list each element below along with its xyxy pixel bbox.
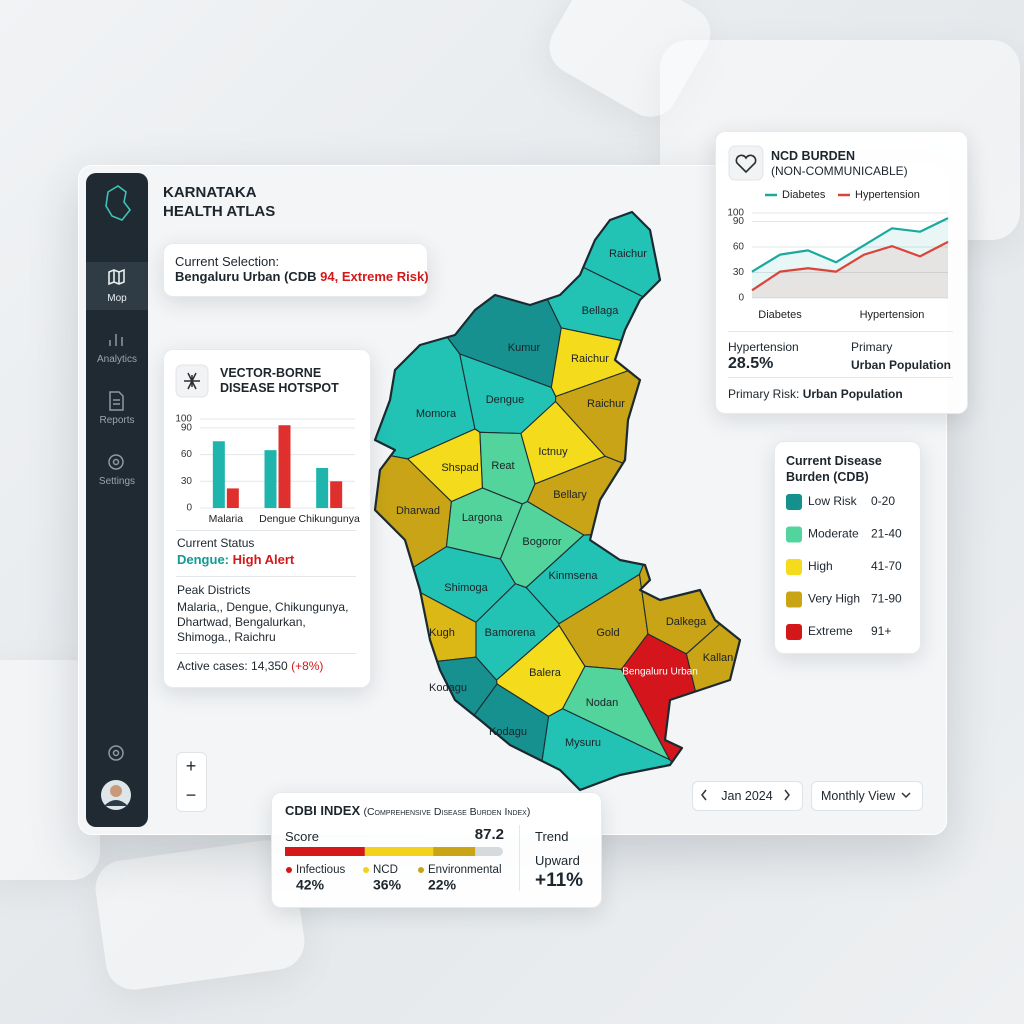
- selection-risk: 94, Extreme Risk): [320, 269, 429, 284]
- divider: [176, 576, 356, 577]
- stat-value: 28.5%: [728, 355, 774, 372]
- district-label: Shspad: [441, 462, 478, 474]
- district-label: Bengaluru Urban: [622, 667, 698, 678]
- status-disease: Dengue:: [177, 552, 229, 567]
- divider: [176, 530, 356, 531]
- nav-map[interactable]: Mop: [107, 293, 127, 304]
- district-label: Mysuru: [565, 737, 601, 749]
- trend-value: Upward: [535, 853, 580, 868]
- divider: [728, 377, 953, 378]
- district-label: Kumur: [508, 342, 541, 354]
- nav-analytics[interactable]: Analytics: [96, 354, 137, 365]
- zoom-control: [176, 752, 207, 812]
- district-label: Bamorena: [485, 627, 537, 639]
- district-label: Raichur: [571, 353, 609, 365]
- status-value: Dengue: High Alert: [177, 552, 294, 567]
- district-label: Gold: [596, 627, 619, 639]
- state-outline: [373, 210, 742, 792]
- trend-label: Trend: [535, 829, 569, 844]
- district: [638, 463, 740, 655]
- trend-change: +11%: [535, 870, 584, 891]
- vector-title: VECTOR-BORNE DISEASE HOTSPOT: [220, 366, 339, 395]
- zoom-in[interactable]: +: [185, 756, 197, 776]
- status-level: High Alert: [232, 552, 295, 567]
- score-label: Score: [285, 829, 319, 844]
- primary-label: Primary: [851, 340, 893, 354]
- legend-title: Current Disease Burden (CDB): [786, 454, 882, 484]
- district-label: Kodagu: [429, 682, 467, 694]
- vector-panel: [163, 349, 371, 688]
- district-label: Ictnuy: [538, 446, 568, 458]
- app-title: KARNATAKA: [163, 184, 257, 201]
- selection-panel: [163, 243, 428, 297]
- cdbi-subtitle: (Comprehensive Disease Burden Index): [363, 806, 531, 818]
- legend-panel: [774, 441, 921, 654]
- divider: [519, 825, 520, 891]
- district-label: Bellaga: [582, 305, 620, 317]
- selection-district: Bengaluru Urban (CDB: [175, 269, 321, 284]
- date-label[interactable]: Jan 2024: [721, 789, 773, 803]
- app-title: HEALTH ATLAS: [163, 203, 276, 220]
- district-label: Dengue: [486, 394, 525, 406]
- zoom-out[interactable]: −: [185, 785, 197, 805]
- district-label: Kinmsena: [549, 570, 599, 582]
- primary-value: Urban Population: [851, 358, 951, 372]
- peak-label: Peak Districts: [177, 583, 251, 597]
- divider: [176, 653, 356, 654]
- district-label: Kugh: [429, 627, 455, 639]
- ncd-subtitle: (NON-COMMUNICABLE): [771, 164, 908, 178]
- risk-value: Urban Population: [802, 387, 903, 401]
- score-value: 87.2: [474, 826, 504, 843]
- nav-settings[interactable]: Settings: [98, 476, 136, 487]
- status-label: Current Status: [177, 536, 255, 550]
- district-label: Nodan: [586, 697, 618, 709]
- view-label[interactable]: Monthly View: [821, 789, 896, 803]
- active-change: (+8%): [291, 659, 324, 673]
- stat-name: Hypertension: [728, 340, 799, 354]
- district-label: Kodagu: [489, 726, 527, 738]
- district-label: Raichur: [609, 248, 647, 260]
- district-label: Largona: [462, 512, 503, 524]
- divider: [728, 331, 953, 332]
- risk-label: Primary Risk:: [728, 387, 800, 401]
- district-label: Bogoror: [522, 536, 561, 548]
- peak-districts: Malaria,, Dengue, Chikungunya, Dhartwad,…: [177, 600, 349, 644]
- ncd-title: NCD BURDEN: [771, 149, 856, 163]
- selection-value: Bengaluru Urban (CDB 94, Extreme Risk): [175, 269, 429, 284]
- selection-label: Current Selection:: [175, 254, 280, 269]
- district-label: Kallan: [703, 652, 734, 664]
- cdbi-title: CDBI INDEX: [285, 803, 361, 818]
- district-label: Dharwad: [396, 505, 440, 517]
- cdbi-heading: CDBI INDEX (Comprehensive Disease Burden…: [285, 803, 530, 818]
- district-label: Reat: [491, 460, 514, 472]
- primary-risk: Primary Risk: Urban Population: [728, 387, 903, 401]
- district-label: Shimoga: [444, 582, 488, 594]
- district-label: Raichur: [587, 398, 625, 410]
- district-label: Bellary: [553, 489, 587, 501]
- district-labels: Raichur Bellaga Kumur Raichur Momora Dengue Ra…: [396, 248, 733, 749]
- district-label: Dalkega: [666, 616, 707, 628]
- active-cases-count: Active cases: 14,350: [177, 659, 288, 673]
- district-label: Momora: [416, 408, 457, 420]
- district-label: Balera: [529, 667, 562, 679]
- nav-reports[interactable]: Reports: [99, 415, 135, 426]
- active-cases: Active cases: 14,350 (+8%): [177, 659, 323, 673]
